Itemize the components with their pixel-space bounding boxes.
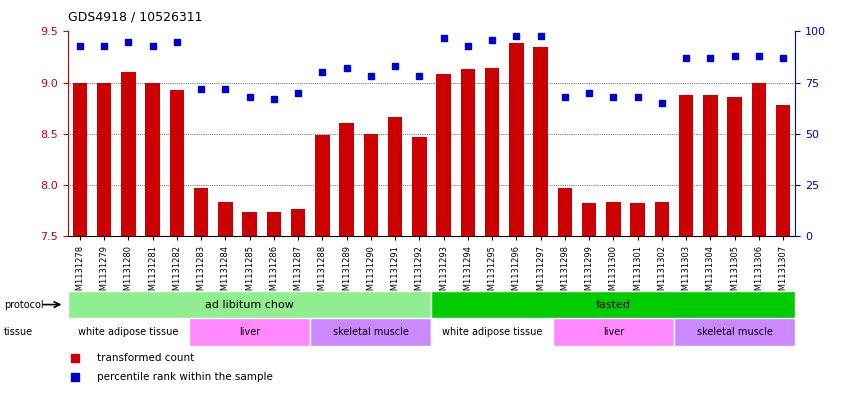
Bar bbox=[728, 97, 742, 236]
Bar bbox=[437, 74, 451, 236]
Text: skeletal muscle: skeletal muscle bbox=[696, 327, 772, 337]
Text: transformed count: transformed count bbox=[96, 353, 194, 363]
Text: fasted: fasted bbox=[596, 299, 631, 310]
Text: ad libitum chow: ad libitum chow bbox=[205, 299, 294, 310]
Bar bbox=[582, 203, 596, 236]
FancyBboxPatch shape bbox=[189, 318, 310, 346]
Text: white adipose tissue: white adipose tissue bbox=[78, 327, 179, 337]
FancyBboxPatch shape bbox=[552, 318, 674, 346]
FancyBboxPatch shape bbox=[431, 291, 795, 318]
Bar bbox=[630, 203, 645, 236]
FancyBboxPatch shape bbox=[674, 318, 795, 346]
Bar bbox=[194, 188, 208, 236]
Bar bbox=[291, 209, 305, 236]
Bar bbox=[364, 134, 378, 236]
FancyBboxPatch shape bbox=[431, 318, 552, 346]
Bar bbox=[412, 137, 426, 236]
Bar bbox=[218, 202, 233, 236]
Text: skeletal muscle: skeletal muscle bbox=[332, 327, 409, 337]
Bar bbox=[315, 135, 330, 236]
Bar bbox=[387, 117, 403, 236]
Bar bbox=[606, 202, 621, 236]
FancyBboxPatch shape bbox=[68, 291, 431, 318]
Bar bbox=[146, 83, 160, 236]
FancyBboxPatch shape bbox=[310, 318, 431, 346]
Bar bbox=[678, 95, 694, 236]
Bar bbox=[703, 95, 717, 236]
Text: protocol: protocol bbox=[4, 299, 44, 310]
Text: liver: liver bbox=[239, 327, 261, 337]
Bar bbox=[751, 83, 766, 236]
Bar bbox=[558, 188, 572, 236]
FancyBboxPatch shape bbox=[68, 318, 189, 346]
Bar bbox=[73, 83, 87, 236]
Text: GDS4918 / 10526311: GDS4918 / 10526311 bbox=[68, 11, 202, 24]
Bar bbox=[509, 43, 524, 236]
Bar bbox=[339, 123, 354, 236]
Bar bbox=[533, 47, 548, 236]
Bar bbox=[169, 90, 184, 236]
Bar bbox=[121, 72, 135, 236]
Text: white adipose tissue: white adipose tissue bbox=[442, 327, 542, 337]
Bar bbox=[266, 212, 281, 236]
Text: tissue: tissue bbox=[4, 327, 33, 337]
Text: percentile rank within the sample: percentile rank within the sample bbox=[96, 372, 272, 382]
Text: liver: liver bbox=[602, 327, 624, 337]
Bar bbox=[460, 69, 475, 236]
Bar bbox=[96, 83, 112, 236]
Bar bbox=[655, 202, 669, 236]
Bar bbox=[776, 105, 790, 236]
Bar bbox=[485, 68, 499, 236]
Bar bbox=[242, 212, 257, 236]
